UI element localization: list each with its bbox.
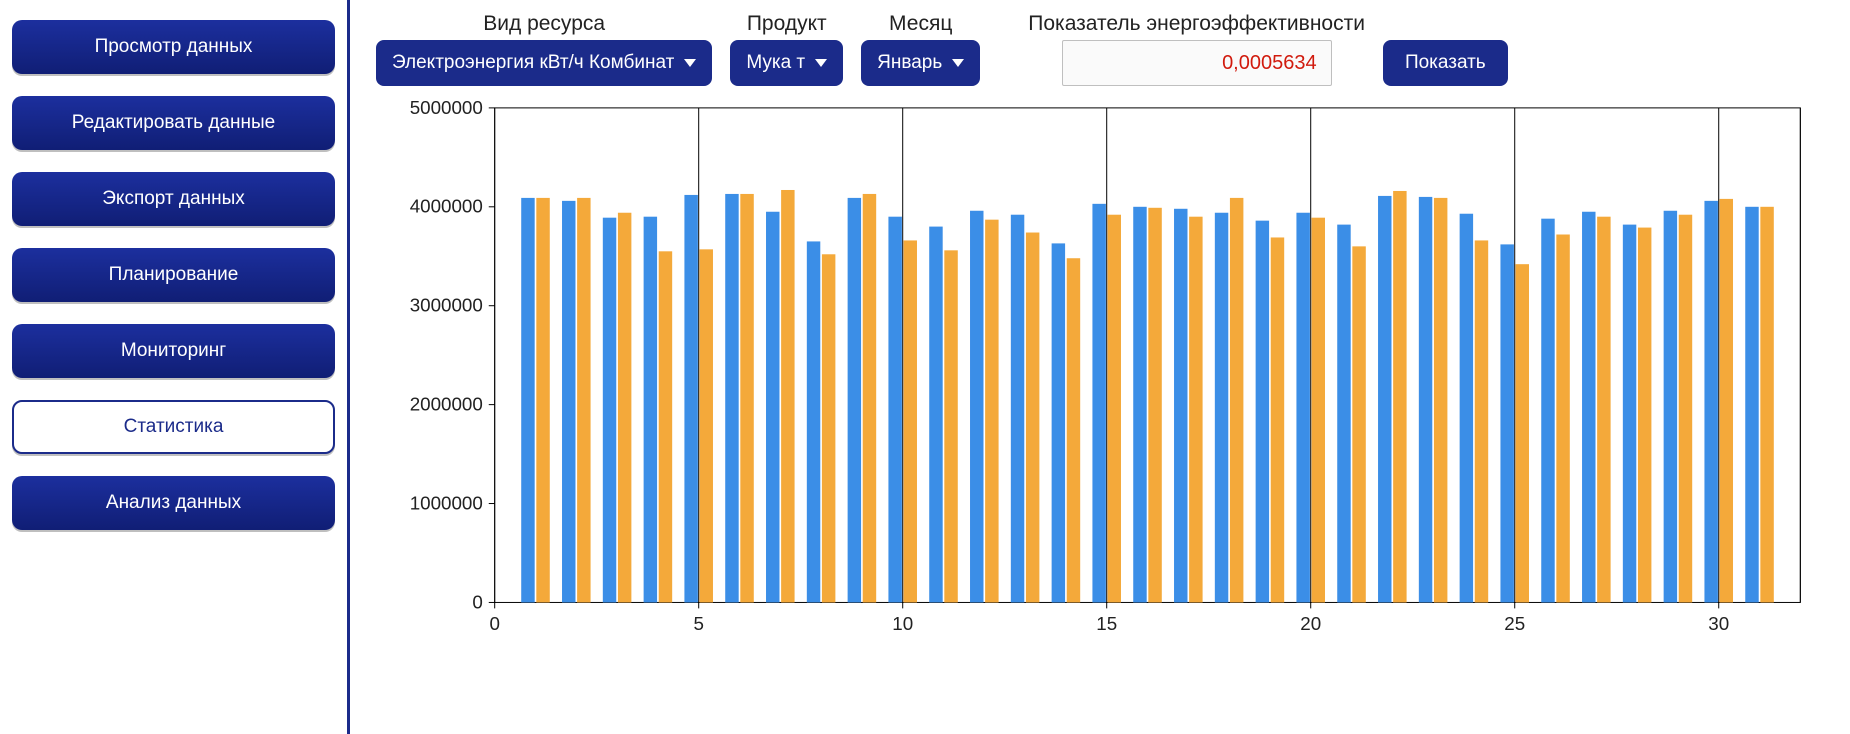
svg-text:2000000: 2000000 — [410, 394, 483, 415]
month-value: Январь — [877, 52, 942, 74]
nav-planning[interactable]: Планирование — [12, 248, 335, 302]
nav-view-data[interactable]: Просмотр данных — [12, 20, 335, 74]
svg-text:4000000: 4000000 — [410, 196, 483, 217]
resource-dropdown[interactable]: Электроэнергия кВт/ч Комбинат — [376, 40, 712, 86]
chevron-down-icon — [815, 59, 827, 67]
resource-value: Электроэнергия кВт/ч Комбинат — [392, 52, 674, 74]
indicator-label: Показатель энергоэффективности — [1028, 12, 1365, 36]
chevron-down-icon — [952, 59, 964, 67]
resource-label: Вид ресурса — [483, 12, 605, 36]
product-dropdown[interactable]: Мука т — [730, 40, 843, 86]
indicator-input[interactable] — [1062, 40, 1332, 86]
main-panel: Вид ресурса Электроэнергия кВт/ч Комбина… — [352, 0, 1850, 734]
svg-text:0: 0 — [472, 591, 482, 612]
month-label: Месяц — [889, 12, 952, 36]
nav-analysis[interactable]: Анализ данных — [12, 476, 335, 530]
nav-statistics[interactable]: Статистика — [12, 400, 335, 454]
filter-bar: Вид ресурса Электроэнергия кВт/ч Комбина… — [376, 12, 1830, 86]
svg-text:20: 20 — [1300, 613, 1321, 634]
product-label: Продукт — [747, 12, 827, 36]
svg-text:3000000: 3000000 — [410, 295, 483, 316]
svg-text:5000000: 5000000 — [410, 98, 483, 118]
product-value: Мука т — [746, 52, 805, 74]
nav-export-data[interactable]: Экспорт данных — [12, 172, 335, 226]
chevron-down-icon — [684, 59, 696, 67]
svg-text:15: 15 — [1096, 613, 1117, 634]
month-dropdown[interactable]: Январь — [861, 40, 980, 86]
sidebar: Просмотр данных Редактировать данные Экс… — [0, 0, 350, 734]
svg-text:30: 30 — [1708, 613, 1729, 634]
svg-text:1000000: 1000000 — [410, 492, 483, 513]
bar-chart: 0 1000000 2000000 3000000 4000000 5000000 0 5 10… — [376, 98, 1830, 734]
nav-monitoring[interactable]: Мониторинг — [12, 324, 335, 378]
svg-text:10: 10 — [892, 613, 913, 634]
svg-text:25: 25 — [1504, 613, 1525, 634]
svg-text:5: 5 — [693, 613, 703, 634]
svg-text:0: 0 — [489, 613, 499, 634]
nav-edit-data[interactable]: Редактировать данные — [12, 96, 335, 150]
chart-container: 0 1000000 2000000 3000000 4000000 5000000 0 5 10… — [376, 98, 1830, 734]
show-button[interactable]: Показать — [1383, 40, 1508, 86]
